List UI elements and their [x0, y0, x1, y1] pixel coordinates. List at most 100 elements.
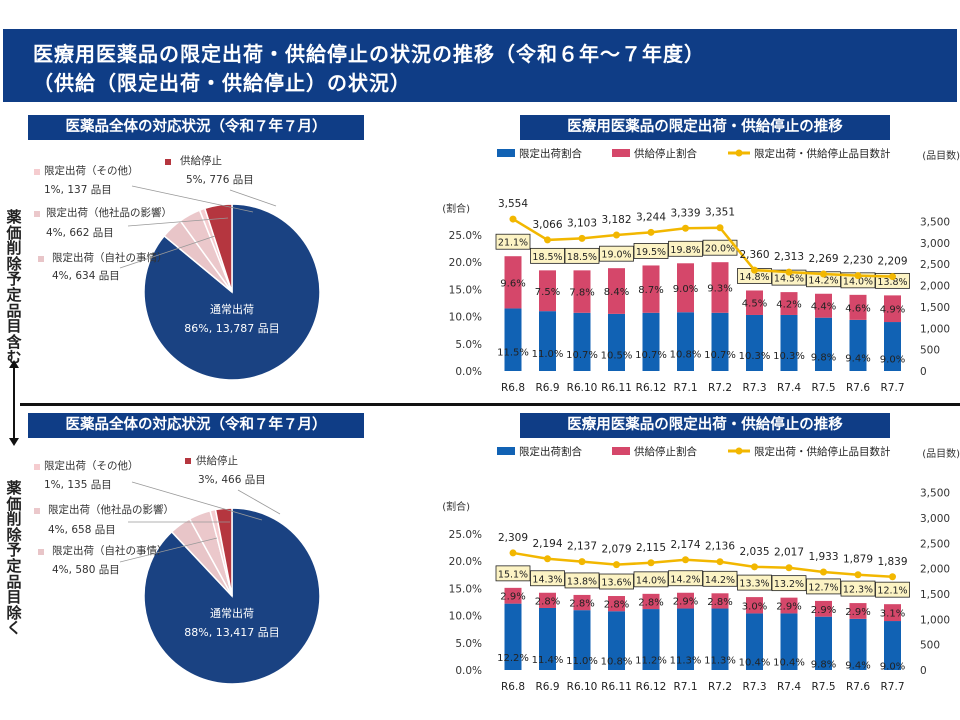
total-label: 20.0%: [705, 244, 735, 255]
y2-tick-label: 0: [920, 665, 927, 677]
pie-label-value: 5%, 776 品目: [186, 174, 254, 186]
line-series: [512, 551, 893, 579]
bar-limited: [849, 618, 867, 670]
total-label-box: [633, 243, 669, 259]
pie-slice: [214, 507, 233, 597]
bar-label-stop: 3.0%: [742, 601, 767, 612]
total-label: 21.1%: [498, 238, 528, 249]
total-label: 14.3%: [532, 574, 562, 585]
line-marker: [820, 568, 827, 576]
bar-limited: [573, 610, 591, 670]
bar-label-stop: 2.8%: [569, 599, 594, 610]
y-tick-label: 20.0%: [449, 257, 482, 269]
legend-marker: [735, 447, 743, 455]
line-marker: [820, 270, 827, 278]
pie-leader-line: [119, 537, 218, 563]
x-tick-label: R6.11: [601, 382, 632, 394]
bar-stop: [849, 294, 867, 320]
bar-label-stop: 2.8%: [707, 597, 732, 608]
bar-stop: [884, 295, 901, 323]
total-label: 12.1%: [877, 586, 907, 597]
y2-tick-label: 0: [920, 366, 927, 378]
pie-leader-line: [127, 217, 229, 227]
line-value-label: 2,035: [739, 546, 769, 558]
total-label: 14.5%: [774, 274, 804, 285]
legend-swatch: [497, 447, 515, 455]
line-value-label: 2,269: [808, 253, 838, 265]
bar-stop: [608, 596, 625, 612]
x-tick-label: R7.5: [812, 681, 836, 693]
y-tick-label: 10.0%: [449, 611, 482, 623]
x-tick-label: R7.6: [846, 681, 870, 693]
x-tick-label: R7.2: [708, 382, 732, 394]
line-marker: [509, 549, 517, 557]
bar-stop: [504, 587, 522, 604]
bar-label-stop: 2.8%: [535, 596, 560, 607]
pie-chart-top: 通常出荷 86%, 13,787 品目 限定出荷（自社の事情） 4%, 634 品目 限…: [34, 154, 321, 381]
bar-label-stop: 2.9%: [673, 597, 698, 608]
page-title: 医療用医薬品の限定出荷・供給停止の状況の推移（令和６年～７年度）: [33, 42, 705, 66]
pie-legend-swatch: [34, 508, 40, 514]
pie-leader-line: [131, 481, 263, 521]
bar-stop: [780, 597, 798, 614]
x-tick-label: R7.1: [674, 382, 698, 394]
total-label: 14.2%: [808, 275, 838, 286]
pie-leader-line: [237, 489, 281, 515]
y2-tick-label: 2,500: [920, 259, 950, 271]
bar-stop: [573, 270, 591, 313]
line-value-label: 3,339: [670, 207, 700, 219]
line-marker: [578, 234, 586, 242]
pie-label-name: 限定出荷（その他）: [44, 459, 139, 472]
bar-limited: [608, 611, 625, 670]
pie-label-value: 3%, 466 品目: [198, 474, 266, 486]
x-tick-label: R7.4: [777, 681, 801, 693]
line-marker: [647, 228, 655, 236]
total-label-box: [530, 570, 565, 587]
total-label-box: [668, 570, 703, 587]
bar-label-limited: 11.0%: [566, 656, 598, 667]
bar-label-stop: 2.9%: [845, 607, 870, 618]
total-label-box: [702, 570, 738, 587]
total-label: 19.8%: [670, 245, 700, 256]
x-tick-label: R6.8: [501, 382, 525, 394]
y2-tick-label: 500: [920, 640, 940, 652]
bar-stop: [884, 604, 901, 622]
total-label: 13.2%: [774, 579, 804, 590]
chart-title-top: 医療用医薬品の限定出荷・供給停止の推移: [520, 115, 890, 140]
x-tick-label: R7.1: [674, 681, 698, 693]
pie-legend-swatch: [34, 169, 40, 175]
bar-stop: [677, 263, 694, 313]
line-marker: [716, 558, 724, 566]
line-marker: [854, 272, 862, 280]
line-value-label: 2,360: [739, 249, 769, 261]
page-subtitle: （供給（限定出荷・供給停止）の状況）: [33, 71, 411, 95]
x-tick-label: R7.3: [743, 382, 767, 394]
total-label-box: [530, 247, 565, 264]
y-tick-label: 15.0%: [449, 583, 482, 595]
bar-label-limited: 10.7%: [566, 350, 598, 361]
line-value-label: 3,066: [532, 219, 562, 231]
bar-stop: [539, 592, 556, 608]
bar-label-limited: 10.7%: [704, 350, 736, 361]
line-marker: [716, 224, 724, 232]
line-marker: [751, 266, 758, 274]
pie-legend-swatch: [34, 464, 40, 470]
total-label: 19.5%: [636, 247, 666, 258]
pie-title-bottom: 医薬品全体の対応状況（令和７年７月）: [28, 413, 364, 438]
x-tick-label: R6.9: [536, 681, 560, 693]
total-label-box: [633, 571, 669, 588]
legend-label: 限定出荷割合: [519, 445, 582, 458]
pie-slice: [203, 203, 233, 293]
total-label-box: [564, 247, 600, 264]
legend-marker: [735, 149, 743, 157]
total-label: 14.2%: [670, 574, 700, 585]
bar-label-limited: 11.5%: [497, 348, 529, 359]
y-tick-label: 25.0%: [449, 230, 482, 242]
line-marker: [682, 556, 689, 564]
bar-stop: [504, 256, 522, 309]
bar-label-stop: 9.0%: [673, 284, 698, 295]
line-marker: [751, 563, 758, 571]
bar-limited: [849, 319, 867, 371]
bar-stop: [711, 593, 729, 609]
y2-tick-label: 1,500: [920, 302, 950, 314]
